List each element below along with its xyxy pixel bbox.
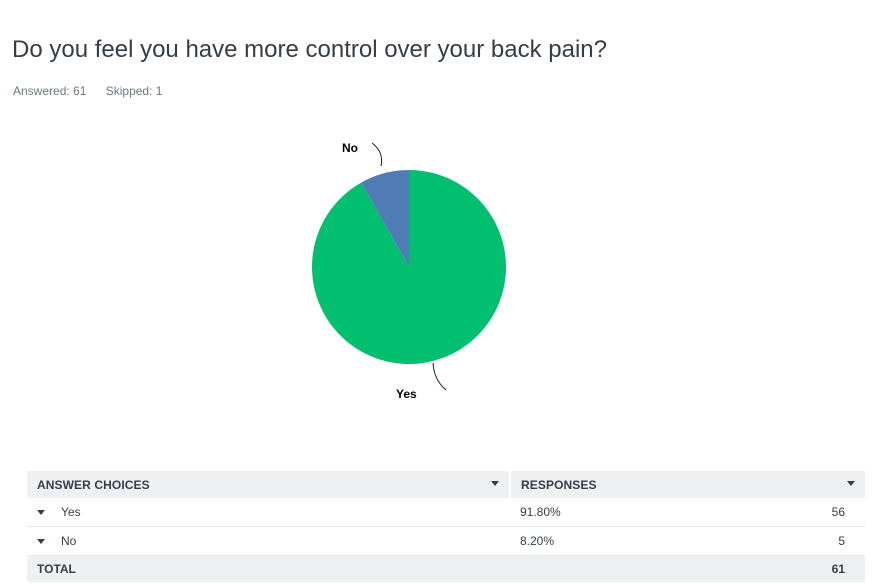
pie-label-no: No bbox=[342, 141, 358, 155]
response-count: 56 bbox=[717, 498, 865, 527]
response-count: 5 bbox=[717, 526, 865, 556]
response-percent: 91.80% bbox=[510, 498, 718, 527]
pie-slice-no[interactable] bbox=[361, 170, 409, 267]
table-row: Yes 91.80% 56 bbox=[27, 498, 865, 527]
response-meta: Answered: 61 Skipped: 1 bbox=[13, 84, 178, 98]
question-title: Do you feel you have more control over y… bbox=[12, 36, 607, 63]
pie-chart: No Yes bbox=[311, 141, 507, 401]
pie-label-yes: Yes bbox=[396, 387, 417, 401]
answered-count: Answered: 61 bbox=[13, 84, 87, 98]
table-row: No 8.20% 5 bbox=[27, 526, 865, 556]
choice-label: Yes bbox=[61, 505, 81, 519]
leader-line-no bbox=[371, 142, 383, 167]
skipped-count: Skipped: 1 bbox=[105, 84, 163, 98]
header-answer-choices[interactable]: ANSWER CHOICES bbox=[27, 471, 511, 498]
leader-line-yes bbox=[432, 362, 447, 391]
sort-chevron-icon[interactable] bbox=[847, 481, 855, 486]
total-row: TOTAL 61 bbox=[27, 555, 865, 582]
total-count: 61 bbox=[717, 555, 865, 582]
results-table: ANSWER CHOICES RESPONSES Yes 91.80% 56 N… bbox=[27, 471, 865, 582]
header-responses[interactable]: RESPONSES bbox=[510, 471, 865, 498]
sort-chevron-icon[interactable] bbox=[491, 481, 499, 486]
choice-label: No bbox=[61, 534, 77, 548]
expand-caret-icon[interactable] bbox=[37, 539, 45, 545]
response-percent: 8.20% bbox=[510, 526, 718, 556]
expand-caret-icon[interactable] bbox=[37, 510, 45, 516]
total-label: TOTAL bbox=[27, 555, 510, 582]
